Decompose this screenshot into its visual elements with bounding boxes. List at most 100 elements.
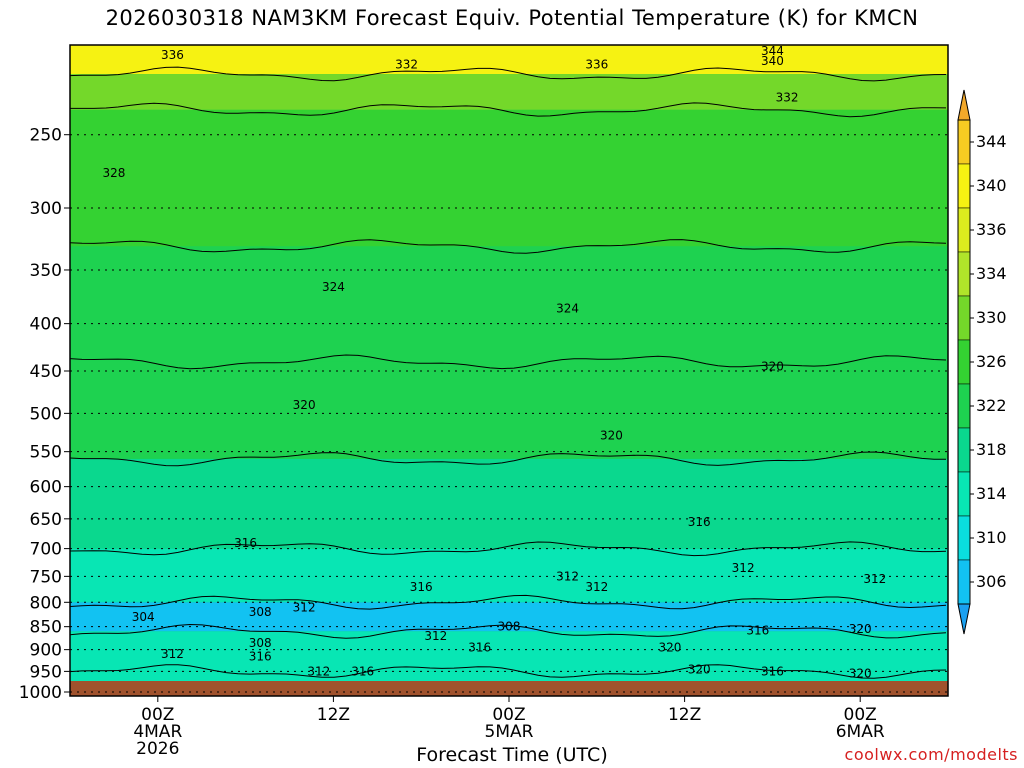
colorbar-label: 340 bbox=[976, 176, 1007, 195]
contour-label: 312 bbox=[585, 580, 608, 594]
contour-label: 312 bbox=[732, 561, 755, 575]
y-tick-label: 950 bbox=[30, 662, 62, 682]
contour-label: 344 bbox=[761, 44, 784, 58]
ground-strip bbox=[70, 681, 948, 696]
colorbar-band bbox=[957, 251, 971, 297]
colorbar-label: 318 bbox=[976, 440, 1007, 459]
colorbar-label: 334 bbox=[976, 264, 1007, 283]
colorbar-label: 336 bbox=[976, 220, 1007, 239]
chart-title: 2026030318 NAM3KM Forecast Equiv. Potent… bbox=[105, 6, 919, 30]
theta-e-layer-314 bbox=[70, 548, 948, 603]
contour-label: 336 bbox=[585, 58, 608, 72]
colorbar-band bbox=[957, 163, 971, 209]
contour-label: 320 bbox=[849, 622, 872, 636]
contour-label: 312 bbox=[293, 600, 316, 614]
contour-label: 324 bbox=[556, 301, 579, 315]
contour-label: 316 bbox=[410, 580, 433, 594]
contour-label: 324 bbox=[322, 280, 345, 294]
contour-label: 312 bbox=[424, 629, 447, 643]
contour-line bbox=[69, 239, 947, 254]
contour-label: 328 bbox=[102, 166, 125, 180]
contour-line bbox=[69, 623, 947, 639]
colorbar-label: 314 bbox=[976, 484, 1007, 503]
contour-line bbox=[69, 354, 947, 370]
contour-label: 340 bbox=[761, 54, 784, 68]
colorbar-band bbox=[957, 559, 971, 605]
x-tick-label: 12Z bbox=[317, 705, 350, 725]
y-tick-label: 450 bbox=[30, 362, 62, 382]
y-tick-label: 650 bbox=[30, 510, 62, 530]
y-tick-label: 900 bbox=[30, 641, 62, 661]
x-tick-label: 2026 bbox=[136, 739, 179, 759]
colorbar-band bbox=[957, 207, 971, 253]
colorbar-band bbox=[957, 471, 971, 517]
contour-label: 312 bbox=[161, 647, 184, 661]
contour-label: 308 bbox=[249, 636, 272, 650]
contour-line bbox=[69, 664, 947, 679]
x-tick-label: 00Z bbox=[141, 705, 174, 725]
y-tick-label: 1000 bbox=[19, 683, 62, 703]
contour-label: 320 bbox=[293, 398, 316, 412]
contour-label: 320 bbox=[659, 640, 682, 654]
contour-label: 312 bbox=[556, 569, 579, 583]
colorbar-label: 306 bbox=[976, 572, 1007, 591]
contour-line bbox=[69, 66, 947, 82]
theta-e-layer-325 bbox=[70, 246, 948, 362]
y-tick-label: 400 bbox=[30, 315, 62, 335]
colorbar-band bbox=[957, 427, 971, 473]
contour-label: 320 bbox=[761, 360, 784, 374]
contour-label: 320 bbox=[688, 662, 711, 676]
contour-label: 316 bbox=[249, 649, 272, 663]
colorbar-band bbox=[957, 383, 971, 429]
y-tick-label: 300 bbox=[30, 199, 62, 219]
contour-line bbox=[69, 451, 947, 467]
theta-e-layer-328 bbox=[70, 109, 948, 247]
x-tick-label: 00Z bbox=[492, 705, 525, 725]
contour-label: 316 bbox=[746, 623, 769, 637]
contour-line bbox=[69, 541, 947, 557]
contour-label: 320 bbox=[849, 666, 872, 680]
y-tick-label: 550 bbox=[30, 443, 62, 463]
colorbar-label: 310 bbox=[976, 528, 1007, 547]
contour-label: 312 bbox=[307, 664, 330, 678]
y-tick-label: 850 bbox=[30, 618, 62, 638]
colorbar-band bbox=[957, 295, 971, 341]
colorbar-label: 326 bbox=[976, 352, 1007, 371]
colorbar-extend-top bbox=[957, 89, 971, 121]
contour-line bbox=[70, 102, 947, 118]
colorbar-band bbox=[957, 515, 971, 561]
colorbar-extend-bottom bbox=[957, 603, 971, 635]
colorbar-label: 344 bbox=[976, 132, 1007, 151]
x-tick-label: 6MAR bbox=[836, 722, 885, 742]
theta-e-layer-340 bbox=[70, 45, 948, 75]
contour-line bbox=[69, 594, 947, 610]
y-tick-label: 800 bbox=[30, 593, 62, 613]
theta-e-layer-322 bbox=[70, 361, 948, 459]
y-tick-label: 350 bbox=[30, 261, 62, 281]
credit-text: coolwx.com/modelts bbox=[844, 745, 1018, 764]
contour-label: 316 bbox=[351, 664, 374, 678]
x-tick-label: 5MAR bbox=[485, 722, 534, 742]
theta-e-layer-316 bbox=[70, 631, 948, 672]
contour-label: 304 bbox=[132, 610, 155, 624]
x-tick-label: 00Z bbox=[844, 705, 877, 725]
y-tick-label: 500 bbox=[30, 404, 62, 424]
contour-label: 336 bbox=[161, 48, 184, 62]
colorbar-label: 322 bbox=[976, 396, 1007, 415]
y-tick-label: 750 bbox=[30, 567, 62, 587]
contour-label: 320 bbox=[600, 428, 623, 442]
y-tick-label: 700 bbox=[30, 540, 62, 560]
colorbar-band bbox=[957, 339, 971, 385]
y-tick-label: 600 bbox=[30, 478, 62, 498]
contour-label: 316 bbox=[468, 640, 491, 654]
contour-label: 316 bbox=[234, 536, 257, 550]
contour-label: 308 bbox=[498, 620, 521, 634]
contour-label: 316 bbox=[688, 515, 711, 529]
colorbar-band bbox=[957, 119, 971, 165]
x-tick-label: 4MAR bbox=[133, 722, 182, 742]
colorbar-label: 330 bbox=[976, 308, 1007, 327]
x-tick-label: 12Z bbox=[668, 705, 701, 725]
contour-label: 316 bbox=[761, 664, 784, 678]
contour-label: 312 bbox=[863, 572, 886, 586]
